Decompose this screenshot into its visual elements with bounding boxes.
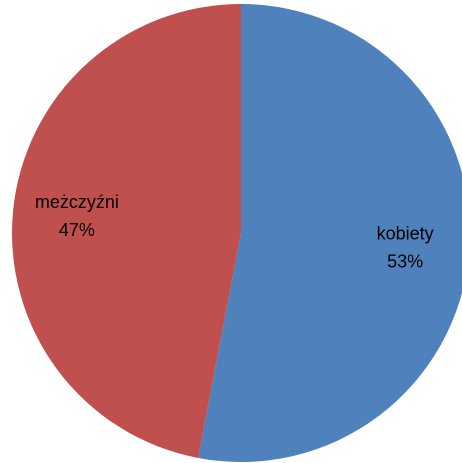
slice-value-label: 53% <box>387 251 423 271</box>
slice-label: kobiety <box>377 223 434 243</box>
slice-label: meżczyźni <box>35 192 119 212</box>
pie-slice <box>11 4 242 458</box>
slice-value-label: 47% <box>59 220 95 240</box>
pie-slice <box>198 4 462 462</box>
